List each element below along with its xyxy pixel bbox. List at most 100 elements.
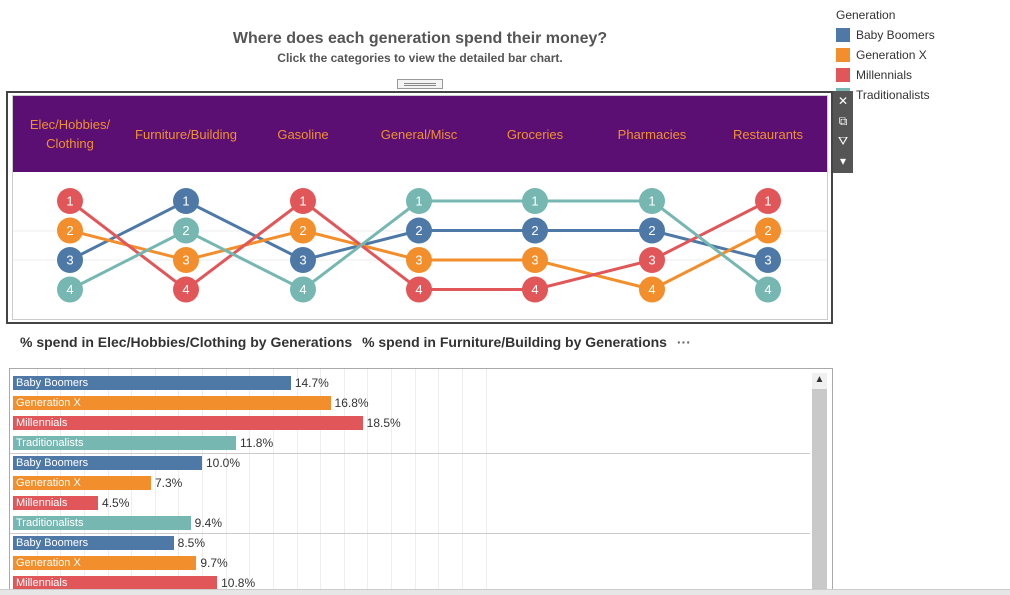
- category-0[interactable]: Elec/Hobbies/Clothing: [29, 117, 111, 151]
- rank-circle: [173, 217, 199, 244]
- rank-label: 1: [764, 194, 771, 209]
- rank-label: 2: [415, 223, 422, 238]
- category-3[interactable]: General/Misc: [380, 126, 458, 142]
- category-5[interactable]: Pharmacies: [617, 126, 687, 142]
- bar[interactable]: Millennials: [13, 416, 363, 430]
- bar[interactable]: Baby Boomers: [13, 456, 202, 470]
- bar[interactable]: Generation X: [13, 396, 331, 410]
- filter-icon[interactable]: ⛛: [837, 134, 849, 148]
- rank-circle: [173, 247, 199, 273]
- bottom-scrollbar[interactable]: [0, 589, 1010, 595]
- series-line-2: [69, 199, 769, 292]
- rank-point: 2: [406, 217, 432, 244]
- rank-point: 4: [522, 276, 548, 303]
- vertical-scrollbar[interactable]: ▲: [812, 373, 827, 590]
- rank-label: 1: [66, 194, 73, 209]
- legend-item-millennials[interactable]: Millennials: [836, 65, 1006, 85]
- rank-circle: [406, 276, 432, 303]
- bar-chart-title-2: % spend in Furniture/Building by Generat…: [362, 334, 667, 350]
- more-menu-icon[interactable]: ▾: [839, 154, 847, 168]
- bar-value-label: 7.3%: [154, 476, 183, 490]
- series-line-3: [69, 199, 769, 292]
- bar[interactable]: Baby Boomers: [13, 536, 174, 550]
- bar[interactable]: Millennials: [13, 576, 218, 590]
- bar-value-label: 18.5%: [366, 416, 401, 430]
- rank-label: 2: [182, 223, 189, 238]
- rank-point: 3: [522, 247, 548, 273]
- rank-point: 4: [755, 276, 781, 303]
- rank-point: 4: [406, 276, 432, 303]
- rank-label: 2: [648, 223, 655, 238]
- rank-point: 1: [57, 188, 83, 214]
- rank-circle: [57, 247, 83, 273]
- bar-chart-title-1: % spend in Elec/Hobbies/Clothing by Gene…: [20, 334, 353, 350]
- bar-value-label: 10.8%: [221, 576, 256, 590]
- gridline: [461, 369, 463, 590]
- rank-circle: [639, 247, 665, 273]
- rank-label: 4: [764, 282, 771, 297]
- category-6[interactable]: Restaurants: [732, 126, 804, 142]
- rank-circle: [522, 217, 548, 244]
- legend-item-generation-x[interactable]: Generation X: [836, 45, 1006, 65]
- bar[interactable]: Traditionalists: [13, 516, 191, 530]
- legend-title: Generation: [836, 8, 896, 22]
- rank-label: 3: [182, 253, 189, 268]
- gridline: [296, 369, 298, 590]
- drag-handle[interactable]: [397, 79, 443, 89]
- worksheet-toolbar: ✕ ⧉ ⛛ ▾: [833, 91, 853, 173]
- close-icon[interactable]: ✕: [837, 94, 849, 108]
- rank-label: 3: [531, 253, 538, 268]
- bar-chart-titles: % spend in Elec/Hobbies/Clothing by Gene…: [20, 334, 697, 350]
- bar[interactable]: Traditionalists: [13, 436, 237, 450]
- gridline: [249, 369, 251, 590]
- legend-label: Generation X: [856, 48, 927, 62]
- category-2[interactable]: Gasoline: [277, 126, 329, 142]
- bar[interactable]: Generation X: [13, 556, 197, 570]
- rank-point: 4: [173, 276, 199, 303]
- bar-value-label: 11.8%: [240, 436, 274, 450]
- category-header: Elec/Hobbies/Clothing Furniture/Building G…: [13, 96, 827, 172]
- gridline: [178, 369, 180, 590]
- rank-label: 3: [648, 253, 655, 268]
- rank-label: 4: [648, 282, 655, 297]
- scroll-thumb[interactable]: [812, 389, 827, 590]
- rank-circle: [755, 276, 781, 303]
- more-titles-icon[interactable]: ···: [676, 334, 691, 350]
- bar-value-label: 4.5%: [102, 496, 130, 510]
- rank-label: 3: [764, 253, 771, 268]
- bar[interactable]: Baby Boomers: [13, 376, 291, 390]
- rank-circle: [406, 217, 432, 244]
- rank-point: 1: [755, 188, 781, 214]
- rank-point: 3: [755, 247, 781, 273]
- gridline: [391, 369, 392, 590]
- rank-point: 2: [755, 217, 781, 244]
- bar-value-label: 16.8%: [334, 396, 369, 410]
- rank-circle: [290, 217, 316, 244]
- legend-swatch: [836, 48, 850, 62]
- rank-label: 2: [764, 223, 771, 238]
- category-4[interactable]: Groceries: [506, 126, 564, 142]
- gridline: [367, 369, 369, 590]
- rank-circle: [57, 188, 83, 214]
- rank-label: 4: [182, 282, 189, 297]
- bar-value-label: 9.7%: [200, 556, 228, 570]
- bar[interactable]: Generation X: [13, 476, 151, 490]
- rank-circle: [290, 247, 316, 273]
- rank-point: 3: [173, 247, 199, 273]
- rank-circle: [639, 276, 665, 303]
- rank-circle: [755, 188, 781, 214]
- popout-icon[interactable]: ⧉: [838, 114, 848, 128]
- category-1[interactable]: Furniture/Building: [135, 126, 237, 142]
- rank-point: 1: [173, 188, 199, 214]
- bar[interactable]: Millennials: [13, 496, 99, 510]
- rank-circle: [290, 188, 316, 214]
- bar-value-label: 14.7%: [294, 376, 329, 390]
- chevron-up-icon[interactable]: ▲: [814, 374, 825, 385]
- rank-point: 2: [290, 217, 316, 244]
- legend-item-baby-boomers[interactable]: Baby Boomers: [836, 25, 1006, 45]
- rank-point: 2: [57, 217, 83, 244]
- rank-point: 1: [290, 188, 316, 214]
- gridline: [154, 369, 156, 590]
- rank-circle: [57, 276, 83, 303]
